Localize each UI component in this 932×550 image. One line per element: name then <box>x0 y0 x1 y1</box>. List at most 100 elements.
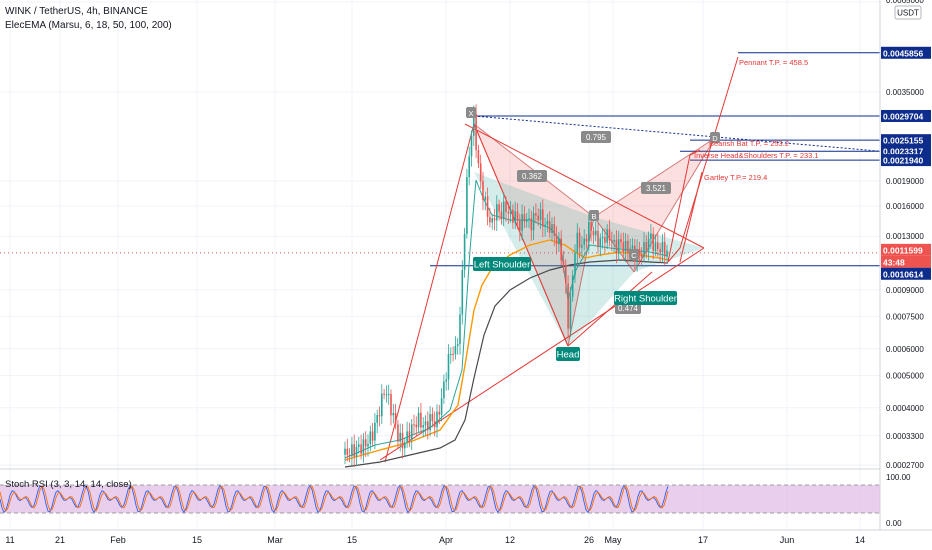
time-tick: 26 <box>584 535 594 545</box>
gartley-projection <box>679 171 703 263</box>
symbol-title[interactable]: WINK / TetherUS, 4h, BINANCE <box>5 6 148 17</box>
candle-body <box>438 411 441 415</box>
ratio-badge-bg <box>581 131 611 143</box>
candle-body <box>450 353 452 355</box>
candle-body <box>346 448 349 455</box>
price-label-text: 0.0023317 <box>883 147 923 157</box>
candle-body <box>519 219 521 231</box>
candle-body <box>548 221 551 233</box>
candle-body <box>461 270 464 315</box>
candle-body <box>371 431 374 441</box>
badge-bg <box>473 257 531 271</box>
candle-body <box>574 252 576 276</box>
candle-body <box>608 229 611 241</box>
candle-body <box>546 221 549 225</box>
candle-body <box>475 113 477 150</box>
candle-body <box>417 412 420 428</box>
candle-body <box>344 448 346 455</box>
candle-body <box>528 218 530 220</box>
candle-body <box>544 224 546 227</box>
price-tick: 0.0004000 <box>886 404 924 413</box>
candle-body <box>530 218 533 231</box>
ratio-badge-bg <box>517 170 547 182</box>
badge-bg <box>556 347 580 361</box>
candle-body <box>408 431 411 441</box>
ema-black <box>344 259 669 468</box>
candle-body <box>493 218 496 221</box>
point-b-label: B <box>591 212 596 221</box>
price-tick: 0.0065000 <box>886 0 924 5</box>
target-label: Pennant T.P. = 458.5 <box>739 58 808 67</box>
candle-body <box>429 413 431 431</box>
candle-body <box>521 214 523 231</box>
time-tick: 15 <box>192 535 202 545</box>
candle-body <box>599 238 602 247</box>
time-tick: 14 <box>855 535 865 545</box>
price-label-text: 0.0011599 <box>883 245 923 255</box>
candle-body <box>663 242 666 257</box>
candle-body <box>516 211 519 220</box>
price-label-bg <box>881 243 931 256</box>
candle-body <box>353 444 355 457</box>
candle-body <box>491 218 493 223</box>
pattern-leg <box>633 137 716 273</box>
candle-body <box>592 230 595 236</box>
candle-body <box>463 233 466 271</box>
ratio-badge-text: 3.521 <box>646 184 667 193</box>
hs-tp-projection <box>667 149 701 263</box>
candle-body <box>601 237 604 239</box>
candle-body <box>615 239 618 254</box>
candle-body <box>358 444 360 447</box>
candle-body <box>588 222 590 242</box>
candle-body <box>569 296 572 329</box>
candle-body <box>422 425 424 428</box>
candle-body <box>622 242 625 252</box>
candle-body <box>650 233 652 239</box>
candle-body <box>613 239 615 242</box>
candle-body <box>606 229 608 243</box>
candle-body <box>555 235 558 245</box>
candle-body <box>539 209 542 221</box>
candle-body <box>427 421 429 431</box>
candle-body <box>659 248 661 253</box>
candle-body <box>404 442 406 449</box>
candle-body <box>413 424 415 426</box>
currency-box <box>894 5 922 20</box>
candle-body <box>486 196 489 217</box>
candle-body <box>392 412 395 416</box>
candle-body <box>383 393 385 395</box>
price-label-text: 0.0021940 <box>883 156 923 166</box>
candle-body <box>654 242 657 252</box>
candle-body <box>436 411 438 428</box>
candle-body <box>362 439 365 454</box>
point-badge-bg <box>710 132 720 143</box>
ratio-badge-text: 0.362 <box>522 172 543 181</box>
candle-body <box>459 314 461 345</box>
candle-body <box>369 431 372 445</box>
point-badge-bg <box>466 107 476 118</box>
badge-right-shoulder: Right Shoulder <box>614 294 677 305</box>
stoch-level-low: 0.00 <box>886 519 902 528</box>
candle-body <box>468 156 470 178</box>
time-tick: 11 <box>5 535 14 545</box>
price-label-bg <box>881 109 931 122</box>
candle-body <box>640 254 643 258</box>
price-tick: 0.0019000 <box>886 177 924 186</box>
price-label-text: 0.0010614 <box>883 269 923 279</box>
candle-body <box>509 209 512 214</box>
candle-body <box>477 149 480 164</box>
candle-body <box>355 446 358 457</box>
candle-body <box>470 135 473 157</box>
candle-body <box>505 201 507 213</box>
price-label-bg <box>881 46 931 59</box>
point-c-label: C <box>631 251 637 260</box>
target-label: Inverse Head&Shoulders T.P. = 233.1 <box>694 151 819 160</box>
candle-body <box>500 211 503 220</box>
badge-left-shoulder: Left Shoulder <box>474 260 531 271</box>
indicator-title[interactable]: ElecEMA (Marsu, 6, 18, 50, 100, 200) <box>5 20 172 31</box>
candle-body <box>562 260 565 265</box>
candle-body <box>617 239 620 254</box>
badge-bg <box>614 291 677 305</box>
candle-body <box>420 412 422 428</box>
